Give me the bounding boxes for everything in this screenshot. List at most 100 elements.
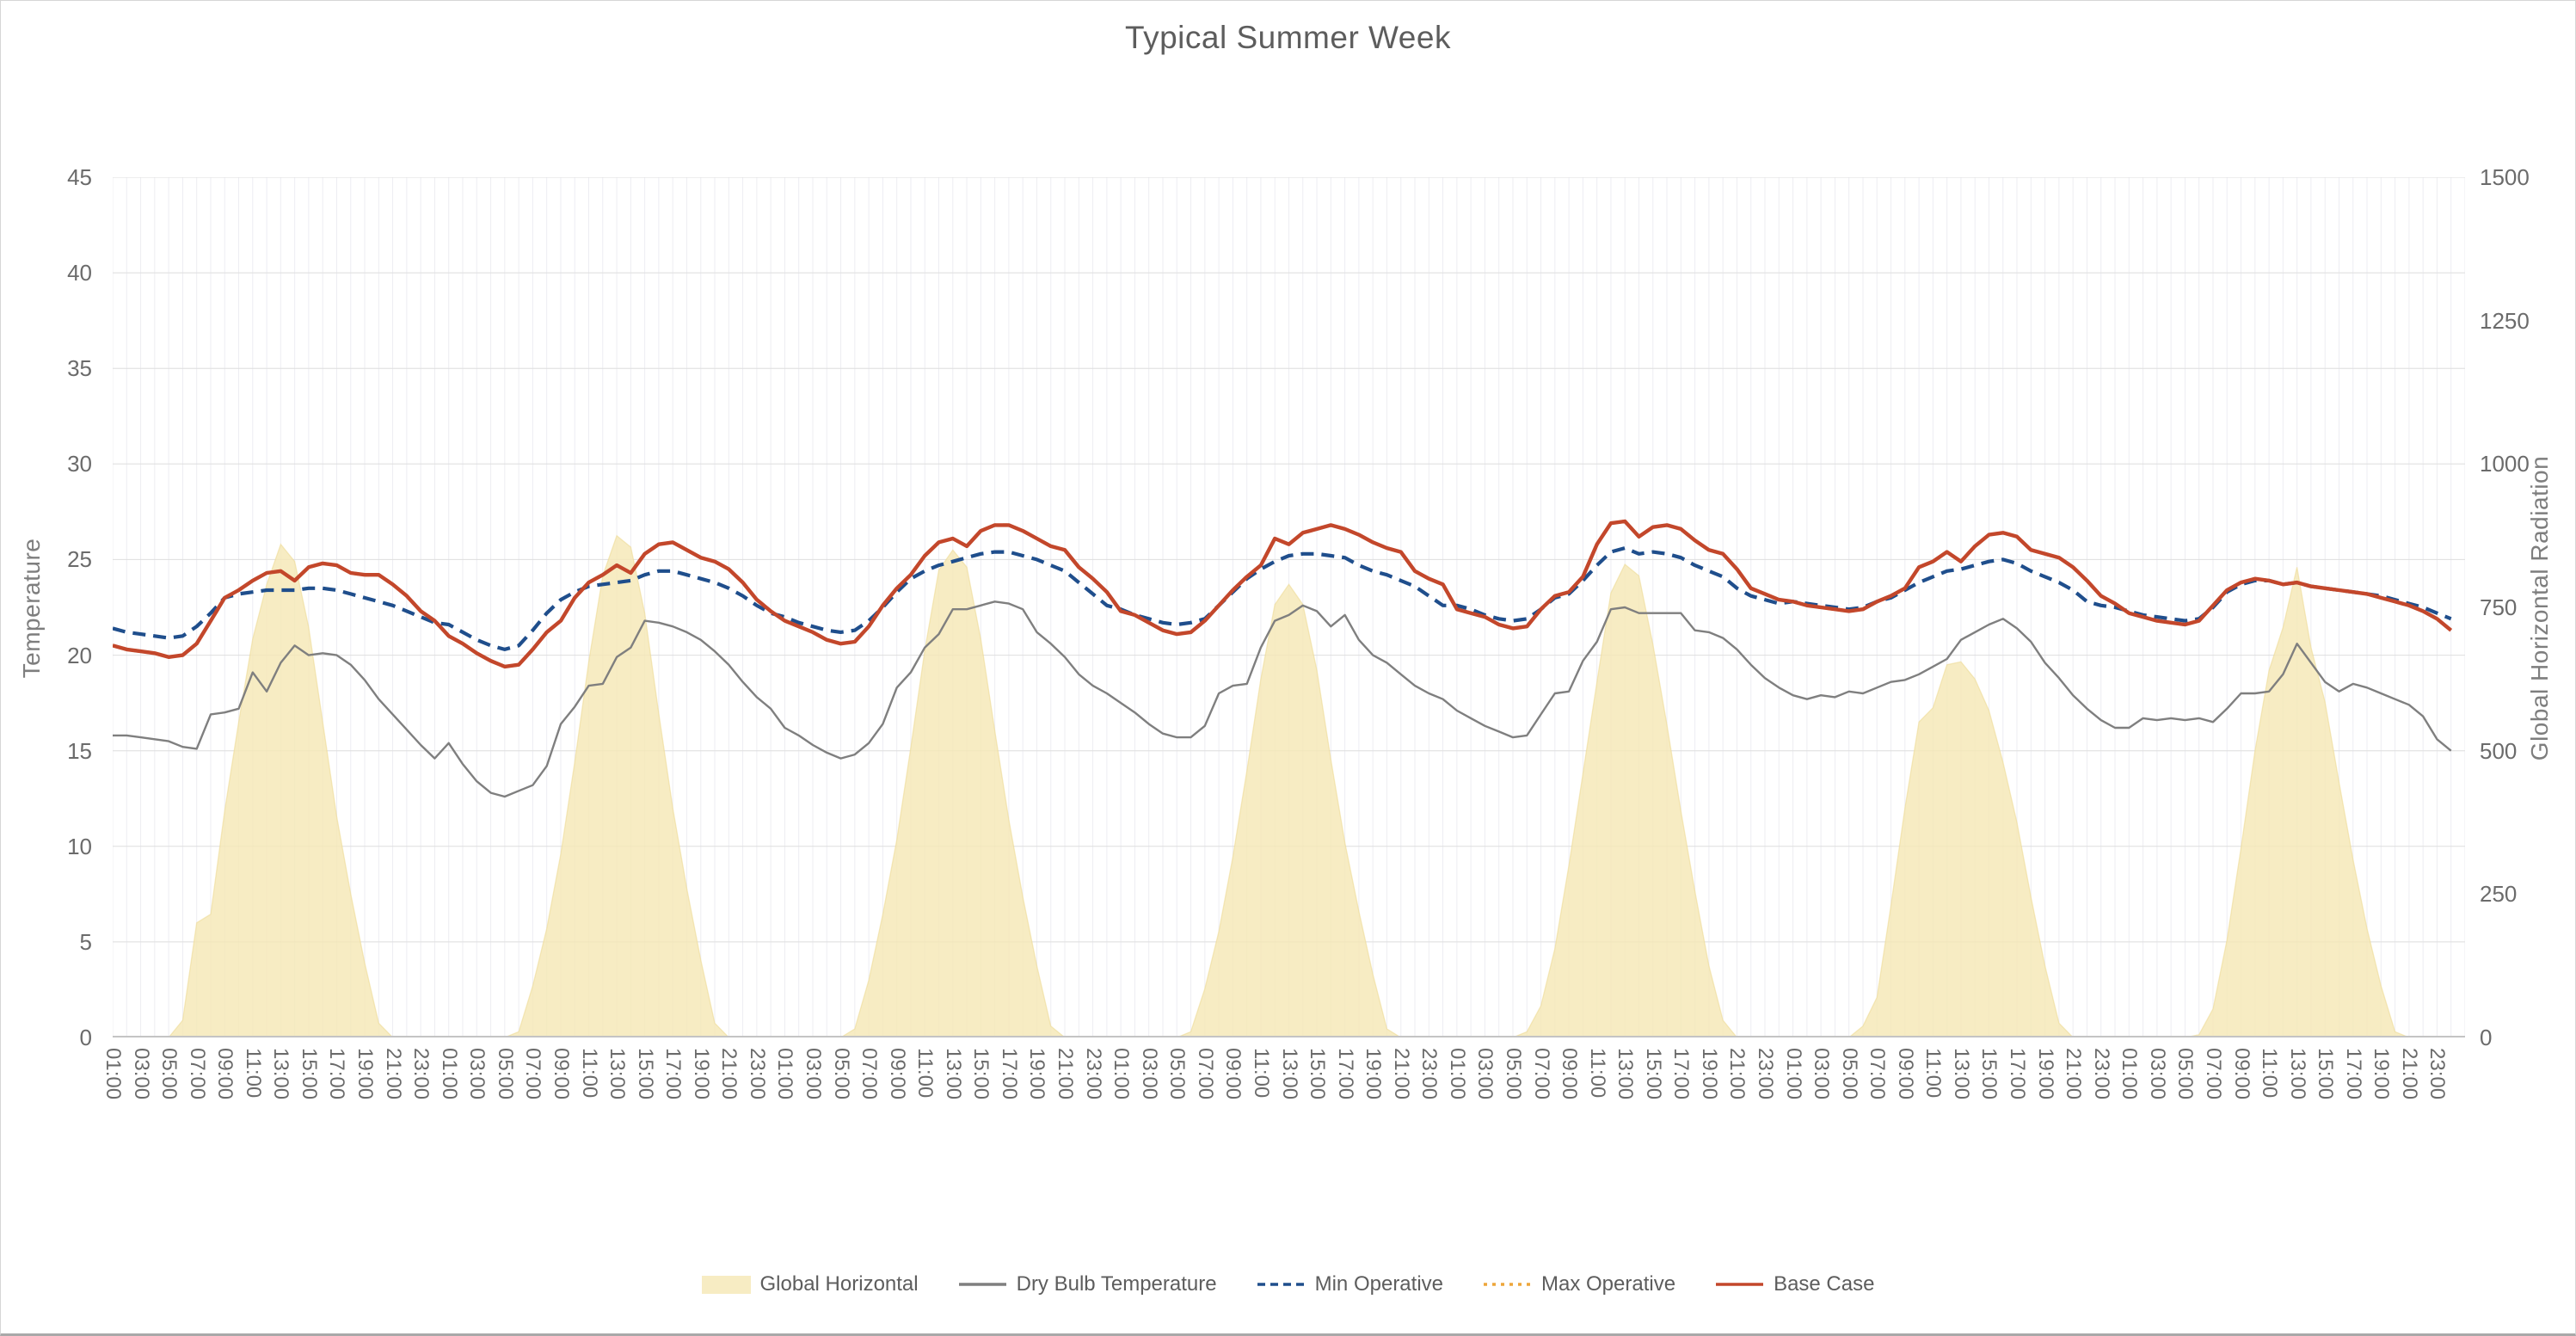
x-tick: 03:00 [2145,1048,2169,1100]
y-left-tick: 20 [67,642,92,668]
x-tick: 15:00 [297,1048,321,1100]
x-tick: 19:00 [1697,1048,1721,1100]
x-tick: 05:00 [829,1048,853,1100]
chart-plot-area [113,177,2465,1037]
x-tick: 03:00 [1137,1048,1161,1100]
legend-swatch-dry-bulb-temperature [958,1283,1006,1286]
x-tick: 17:00 [2006,1048,2030,1100]
x-tick: 23:00 [1081,1048,1105,1100]
y-right-tick: 1250 [2480,307,2530,334]
x-tick: 17:00 [325,1048,349,1100]
y-left-tick: 45 [67,164,92,190]
x-tick: 23:00 [745,1048,769,1100]
x-tick: 13:00 [606,1048,630,1100]
y-axis-title-left: Temperature [18,538,45,679]
x-tick: 17:00 [1333,1048,1357,1100]
x-tick: 15:00 [633,1048,657,1100]
x-tick: 13:00 [2285,1048,2309,1100]
x-tick: 17:00 [2341,1048,2365,1100]
x-tick: 21:00 [717,1048,741,1100]
y-left-tick: 35 [67,355,92,382]
x-tick: 07:00 [1866,1048,1890,1100]
x-tick: 05:00 [493,1048,517,1100]
legend-item-min-operative[interactable]: Min Operative [1257,1272,1443,1296]
x-tick: 13:00 [1614,1048,1638,1100]
x-tick: 03:00 [465,1048,489,1100]
x-tick: 01:00 [773,1048,797,1100]
x-tick: 03:00 [1810,1048,1834,1100]
legend-label: Global Horizontal [759,1272,919,1296]
x-tick: 21:00 [1725,1048,1749,1100]
x-tick: 21:00 [381,1048,405,1100]
y-left-tick: 30 [67,451,92,477]
x-tick: 19:00 [354,1048,378,1100]
x-tick: 07:00 [1529,1048,1553,1100]
x-tick: 13:00 [941,1048,965,1100]
legend-label: Min Operative [1314,1272,1443,1296]
x-tick: 01:00 [437,1048,461,1100]
x-tick: 11:00 [1921,1048,1946,1099]
x-tick: 03:00 [1473,1048,1497,1100]
x-tick: 15:00 [1306,1048,1330,1100]
x-tick: 11:00 [1249,1048,1273,1099]
x-tick: 07:00 [185,1048,209,1100]
x-tick: 19:00 [1362,1048,1386,1100]
legend-swatch-min-operative [1257,1283,1305,1286]
x-tick: 13:00 [269,1048,293,1100]
x-tick: 01:00 [1781,1048,1805,1100]
x-tick: 23:00 [1754,1048,1777,1100]
legend-item-dry-bulb-temperature[interactable]: Dry Bulb Temperature [958,1272,1217,1296]
x-tick: 05:00 [1837,1048,1861,1100]
x-tick: 01:00 [1110,1048,1134,1100]
x-tick: 21:00 [1389,1048,1413,1100]
y-right-tick: 1000 [2480,451,2530,477]
x-tick: 05:00 [1165,1048,1190,1100]
x-tick: 11:00 [913,1048,938,1099]
x-tick: 03:00 [129,1048,153,1100]
x-tick: 05:00 [157,1048,181,1100]
x-tick: 21:00 [2062,1048,2086,1100]
x-tick: 13:00 [1277,1048,1301,1100]
x-tick: 23:00 [409,1048,433,1100]
y-right-tick: 250 [2480,881,2518,908]
x-tick: 13:00 [1949,1048,1973,1100]
x-tick: 21:00 [2397,1048,2421,1100]
x-tick: 15:00 [2314,1048,2338,1100]
x-tick: 09:00 [1893,1048,1917,1100]
y-left-tick: 5 [79,928,92,955]
legend-label: Base Case [1774,1272,1875,1296]
y-right-tick: 750 [2480,594,2518,620]
x-tick: 09:00 [213,1048,237,1100]
x-tick: 01:00 [101,1048,125,1100]
x-tick: 15:00 [1977,1048,2001,1100]
x-tick: 17:00 [661,1048,685,1100]
x-tick: 19:00 [2370,1048,2394,1100]
legend-label: Dry Bulb Temperature [1016,1272,1217,1296]
x-tick: 07:00 [2201,1048,2225,1100]
x-tick: 15:00 [969,1048,993,1100]
legend-item-base-case[interactable]: Base Case [1715,1272,1874,1296]
y-left-tick: 25 [67,546,92,573]
x-tick: 11:00 [1585,1048,1609,1099]
y-right-tick: 1500 [2480,164,2530,190]
x-tick: 01:00 [1445,1048,1469,1100]
x-tick: 23:00 [1417,1048,1442,1100]
x-tick: 05:00 [2173,1048,2198,1100]
x-tick: 09:00 [1221,1048,1245,1100]
legend-swatch-max-operative [1484,1283,1531,1286]
x-tick: 09:00 [885,1048,909,1100]
x-tick: 05:00 [1501,1048,1525,1100]
x-tick: 11:00 [2258,1048,2282,1099]
x-tick: 07:00 [858,1048,882,1100]
x-tick: 07:00 [521,1048,545,1100]
y-left-tick: 0 [79,1025,92,1050]
x-tick: 19:00 [2033,1048,2057,1100]
legend-swatch-base-case [1716,1283,1764,1286]
x-tick: 17:00 [997,1048,1021,1100]
x-tick: 01:00 [2118,1048,2142,1100]
legend-item-global-horizontal[interactable]: Global Horizontal [701,1272,919,1296]
x-tick: 21:00 [1054,1048,1078,1100]
x-tick: 23:00 [2089,1048,2113,1100]
y-left-tick: 10 [67,833,92,859]
legend-item-max-operative[interactable]: Max Operative [1483,1272,1675,1296]
